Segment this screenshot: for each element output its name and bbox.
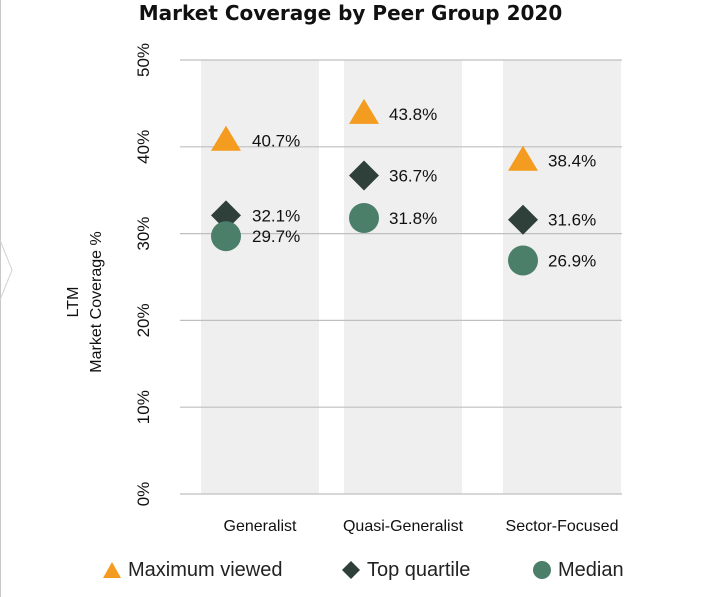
left-edge-chevron <box>0 239 13 301</box>
data-label: 38.4% <box>548 152 596 171</box>
y-axis-title-line: Market Coverage % <box>88 231 105 372</box>
data-label: 31.8% <box>389 209 437 228</box>
y-axis-title-line: LTM <box>65 287 82 318</box>
legend-item-median: Median <box>532 556 624 584</box>
triangle-icon <box>103 562 121 578</box>
y-axis-title: LTM Market Coverage % <box>65 231 105 372</box>
maximum-viewed-marker <box>349 98 379 124</box>
y-tick-labels: 0% 10% 20% 30% 40% 50% <box>134 43 153 506</box>
legend-label-maximum-viewed: Maximum viewed <box>128 558 283 581</box>
chart-title: Market Coverage by Peer Group 2020 <box>138 1 563 25</box>
legend-label-median: Median <box>558 558 624 581</box>
maximum-viewed-marker <box>211 125 241 151</box>
category-label: Sector-Focused <box>506 518 619 535</box>
category-bands <box>201 60 621 494</box>
category-band <box>503 60 621 494</box>
data-label: 31.6% <box>548 211 596 230</box>
y-tick-label: 10% <box>134 390 153 424</box>
top-quartile-marker <box>508 204 538 235</box>
data-label: 40.7% <box>252 132 300 151</box>
grid-lines <box>180 59 622 495</box>
top-quartile-marker <box>211 200 241 231</box>
circle-icon <box>533 561 551 579</box>
data-label: 43.8% <box>389 105 437 124</box>
category-label: Generalist <box>224 518 297 535</box>
y-tick-label: 20% <box>134 303 153 337</box>
legend: Maximum viewed Top quartile Median <box>0 556 701 584</box>
data-labels: 40.7% 43.8% 38.4% 32.1% 36.7% 31.6% 29.7% 31.8%… <box>252 105 596 271</box>
y-tick-label: 0% <box>134 482 153 507</box>
y-tick-label: 30% <box>134 217 153 251</box>
data-label: 26.9% <box>548 252 596 271</box>
median-marker <box>211 221 241 252</box>
top-quartile-marker <box>349 160 379 191</box>
data-marks <box>211 98 538 276</box>
category-band <box>201 60 319 494</box>
y-tick-label: 40% <box>134 130 153 164</box>
median-marker <box>349 202 379 233</box>
y-tick-label: 50% <box>134 43 153 77</box>
legend-item-top-quartile: Top quartile <box>341 556 470 584</box>
median-marker <box>508 245 538 276</box>
category-label: Quasi-Generalist <box>343 518 464 535</box>
legend-item-maximum-viewed: Maximum viewed <box>102 556 282 584</box>
diamond-icon <box>342 561 360 579</box>
data-label: 36.7% <box>389 166 437 185</box>
data-label: 29.7% <box>252 227 300 246</box>
category-labels: Generalist Quasi-Generalist Sector-Focused <box>224 518 619 535</box>
data-label: 32.1% <box>252 206 300 225</box>
maximum-viewed-marker <box>508 145 538 171</box>
legend-label-top-quartile: Top quartile <box>367 558 471 581</box>
category-band <box>344 60 462 494</box>
